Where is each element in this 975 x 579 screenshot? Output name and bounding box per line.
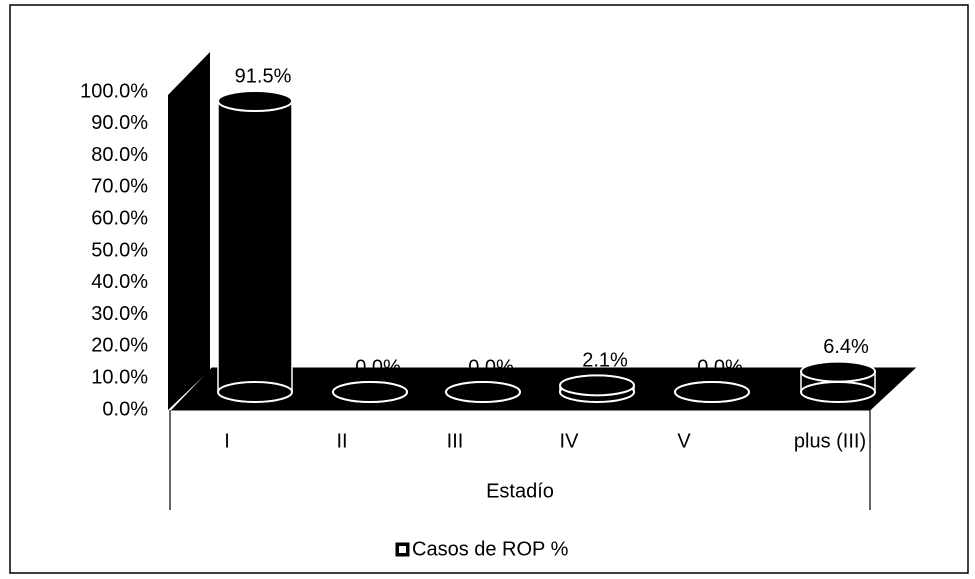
bar-base [217, 381, 293, 403]
y-tick-label: 90.0% [91, 112, 148, 134]
y-tick-label: 100.0% [80, 80, 148, 102]
y-tick-label: 30.0% [91, 303, 148, 325]
x-tick-label: III [447, 430, 464, 452]
y-tick-label: 50.0% [91, 239, 148, 261]
value-label: 2.1% [582, 350, 628, 372]
bar [218, 101, 292, 392]
y-tick-label: 60.0% [91, 207, 148, 229]
y-tick-label: 0.0% [102, 398, 148, 420]
value-label: 0.0% [697, 356, 743, 378]
x-tick-label: I [224, 430, 230, 452]
x-tick-label: II [336, 430, 347, 452]
legend-swatch-inner [399, 546, 406, 553]
bar-cap [559, 374, 635, 397]
y-tick-label: 80.0% [91, 144, 148, 166]
value-label: 0.0% [468, 356, 514, 378]
bar-cap [217, 90, 293, 113]
bar-cap [445, 381, 521, 403]
value-label: 0.0% [355, 356, 401, 378]
y-tick-label: 20.0% [91, 335, 148, 357]
y-tick-label: 70.0% [91, 176, 148, 198]
back-wall [168, 52, 210, 410]
y-tick-label: 10.0% [91, 366, 148, 388]
bar-cap [800, 360, 876, 383]
x-tick-label: plus (III) [794, 430, 866, 452]
x-axis-label: Estadío [486, 480, 554, 502]
legend-label: Casos de ROP % [412, 538, 569, 560]
x-tick-label: V [677, 430, 691, 452]
bar-cap [674, 381, 750, 403]
value-label: 91.5% [235, 65, 292, 87]
bar-cap [332, 381, 408, 403]
value-label: 6.4% [823, 336, 869, 358]
x-tick-label: IV [560, 430, 580, 452]
y-tick-label: 40.0% [91, 271, 148, 293]
